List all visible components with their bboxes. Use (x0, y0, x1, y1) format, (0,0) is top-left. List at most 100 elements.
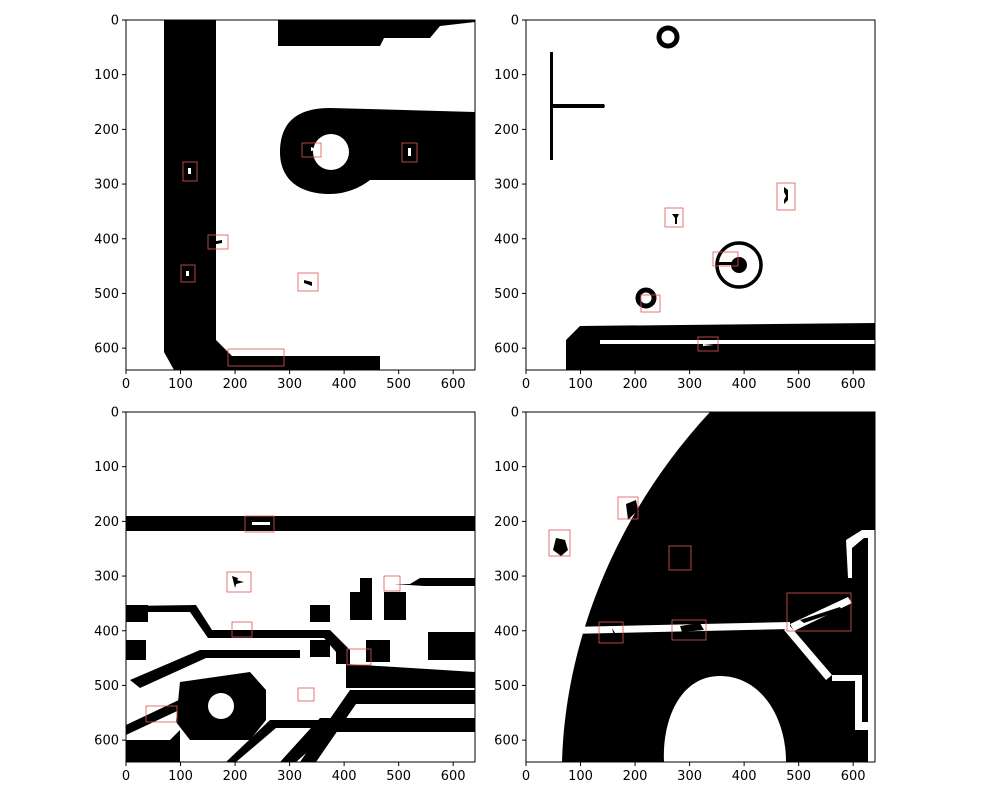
y-tick-label: 0 (511, 14, 519, 29)
x-tick-label: 100 (168, 377, 193, 392)
y-tick-label: 300 (94, 570, 119, 585)
y-tick-label: 100 (494, 68, 519, 83)
x-tick-label: 200 (623, 769, 648, 784)
x-tick-label: 0 (522, 769, 530, 784)
x-tick-label: 400 (332, 769, 357, 784)
x-tick-label: 200 (623, 377, 648, 392)
y-tick-label: 100 (494, 460, 519, 475)
defect-box (346, 648, 372, 666)
defect-box (297, 272, 319, 292)
x-tick-label: 500 (786, 377, 811, 392)
defect-box (617, 496, 639, 520)
axes-bottom-left: 0 100 200 300 400 500 600 0 100 200 300 400 500 600 (94, 406, 465, 785)
x-tick-label: 0 (122, 769, 130, 784)
x-tick-label: 600 (441, 769, 466, 784)
axes-top-left: 0 100 200 300 400 500 600 0 100 200 300 400 500 600 (94, 14, 465, 393)
y-tick-label: 0 (111, 14, 119, 29)
axes-frame (525, 19, 876, 371)
defect-boxes (548, 496, 852, 644)
y-tick-label: 400 (94, 232, 119, 247)
x-tick-label: 300 (677, 769, 702, 784)
pcb-image (126, 516, 475, 762)
y-tick-label: 200 (494, 123, 519, 138)
defect-box (664, 207, 684, 228)
y-tick-label: 500 (494, 679, 519, 694)
x-tick-label: 300 (277, 377, 302, 392)
panel-top-left (125, 19, 476, 371)
defect-box (207, 234, 229, 250)
defect-box (668, 545, 692, 571)
defect-box (786, 592, 852, 632)
x-tick-label: 400 (332, 377, 357, 392)
x-tick-label: 500 (786, 769, 811, 784)
axes-top-right: 0 100 200 300 400 500 600 0 100 200 300 400 500 600 (494, 14, 865, 393)
y-tick-label: 600 (494, 734, 519, 749)
axes-frame (125, 411, 476, 763)
y-tick-label: 300 (94, 178, 119, 193)
defect-box (226, 571, 252, 593)
y-tick-label: 600 (94, 734, 119, 749)
y-tick-label: 400 (494, 624, 519, 639)
x-tick-label: 200 (223, 769, 248, 784)
defect-box (697, 336, 719, 352)
x-tick-label: 0 (522, 377, 530, 392)
x-tick-label: 100 (568, 769, 593, 784)
axes-bottom-right: 0 100 200 300 400 500 600 0 100 200 300 400 500 600 (494, 406, 865, 785)
x-tick-label: 600 (441, 377, 466, 392)
panel-top-right (525, 19, 876, 371)
y-tick-label: 600 (94, 342, 119, 357)
axes-frame (125, 19, 476, 371)
y-tick-label: 200 (94, 123, 119, 138)
y-tick-label: 300 (494, 570, 519, 585)
y-tick-label: 200 (94, 515, 119, 530)
panel-bottom-left (125, 411, 476, 763)
defect-box (671, 619, 707, 641)
x-tick-label: 100 (568, 377, 593, 392)
y-tick-label: 400 (494, 232, 519, 247)
x-tick-label: 300 (677, 377, 702, 392)
y-tick-label: 600 (494, 342, 519, 357)
defect-box (227, 348, 285, 367)
x-tick-label: 500 (386, 769, 411, 784)
y-tick-label: 100 (94, 68, 119, 83)
defect-box (180, 264, 196, 283)
y-tick-label: 0 (111, 406, 119, 421)
defect-boxes (145, 515, 401, 723)
x-tick-label: 400 (732, 769, 757, 784)
x-tick-label: 500 (386, 377, 411, 392)
defect-box (244, 515, 275, 533)
y-tick-label: 0 (511, 406, 519, 421)
y-tick-label: 400 (94, 624, 119, 639)
pcb-image (550, 25, 875, 370)
defect-box (297, 687, 315, 702)
x-tick-label: 300 (277, 769, 302, 784)
defect-box (548, 529, 571, 557)
x-tick-label: 200 (223, 377, 248, 392)
defect-boxes (640, 182, 796, 352)
defect-box (383, 575, 401, 592)
defect-box (776, 182, 796, 211)
defect-box (231, 621, 253, 638)
defect-boxes (180, 142, 418, 367)
y-tick-label: 100 (94, 460, 119, 475)
defect-box (640, 294, 661, 313)
defect-box (145, 705, 178, 723)
pcb-image (553, 412, 875, 762)
defect-box (401, 142, 418, 163)
x-tick-label: 100 (168, 769, 193, 784)
y-tick-label: 500 (94, 287, 119, 302)
x-tick-label: 600 (841, 377, 866, 392)
y-tick-label: 300 (494, 178, 519, 193)
y-tick-label: 500 (94, 679, 119, 694)
x-tick-label: 0 (122, 377, 130, 392)
x-tick-label: 600 (841, 769, 866, 784)
axes-layer: 0 100 200 300 400 500 600 0 100 200 300 400 500 600 0 1… (94, 14, 865, 785)
defect-box (182, 161, 198, 182)
defect-box (301, 142, 322, 158)
axes-frame (525, 411, 876, 763)
panel-bottom-right (525, 411, 876, 763)
y-tick-label: 200 (494, 515, 519, 530)
pcb-image (164, 20, 475, 370)
defect-box (598, 621, 624, 644)
